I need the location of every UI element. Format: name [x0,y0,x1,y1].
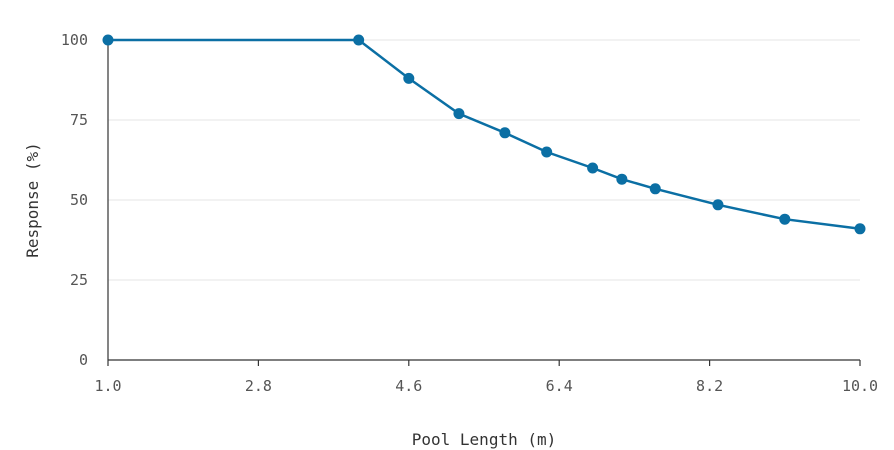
data-point [499,127,511,139]
series-line [108,38,861,231]
x-tick-label: 4.6 [395,377,422,395]
data-point [854,223,866,235]
series-layer [102,34,866,235]
tick-labels: 0 25 50 75 100 1.0 2.8 4.6 6.4 8.2 10.0 [61,31,878,395]
data-point [353,34,365,46]
x-tick-label: 2.8 [245,377,272,395]
data-point [102,34,114,46]
grid [108,39,860,281]
y-tick-label: 100 [61,31,88,49]
x-tick-label: 1.0 [94,377,121,395]
data-point [541,146,553,158]
data-point [779,213,791,225]
x-tick-label: 6.4 [546,377,573,395]
x-axis-title: Pool Length (m) [412,430,557,449]
y-tick-label: 0 [79,351,88,369]
y-tick-label: 75 [70,111,88,129]
data-point [712,199,724,211]
x-tick-label: 10.0 [842,377,878,395]
y-axis-title: Response (%) [23,142,42,258]
data-point [403,72,415,84]
x-tick-label: 8.2 [696,377,723,395]
data-point [453,108,465,120]
data-point [616,173,628,185]
data-point [587,162,599,174]
data-point [649,183,661,195]
axes [107,40,861,366]
y-tick-label: 50 [70,191,88,209]
y-tick-label: 25 [70,271,88,289]
